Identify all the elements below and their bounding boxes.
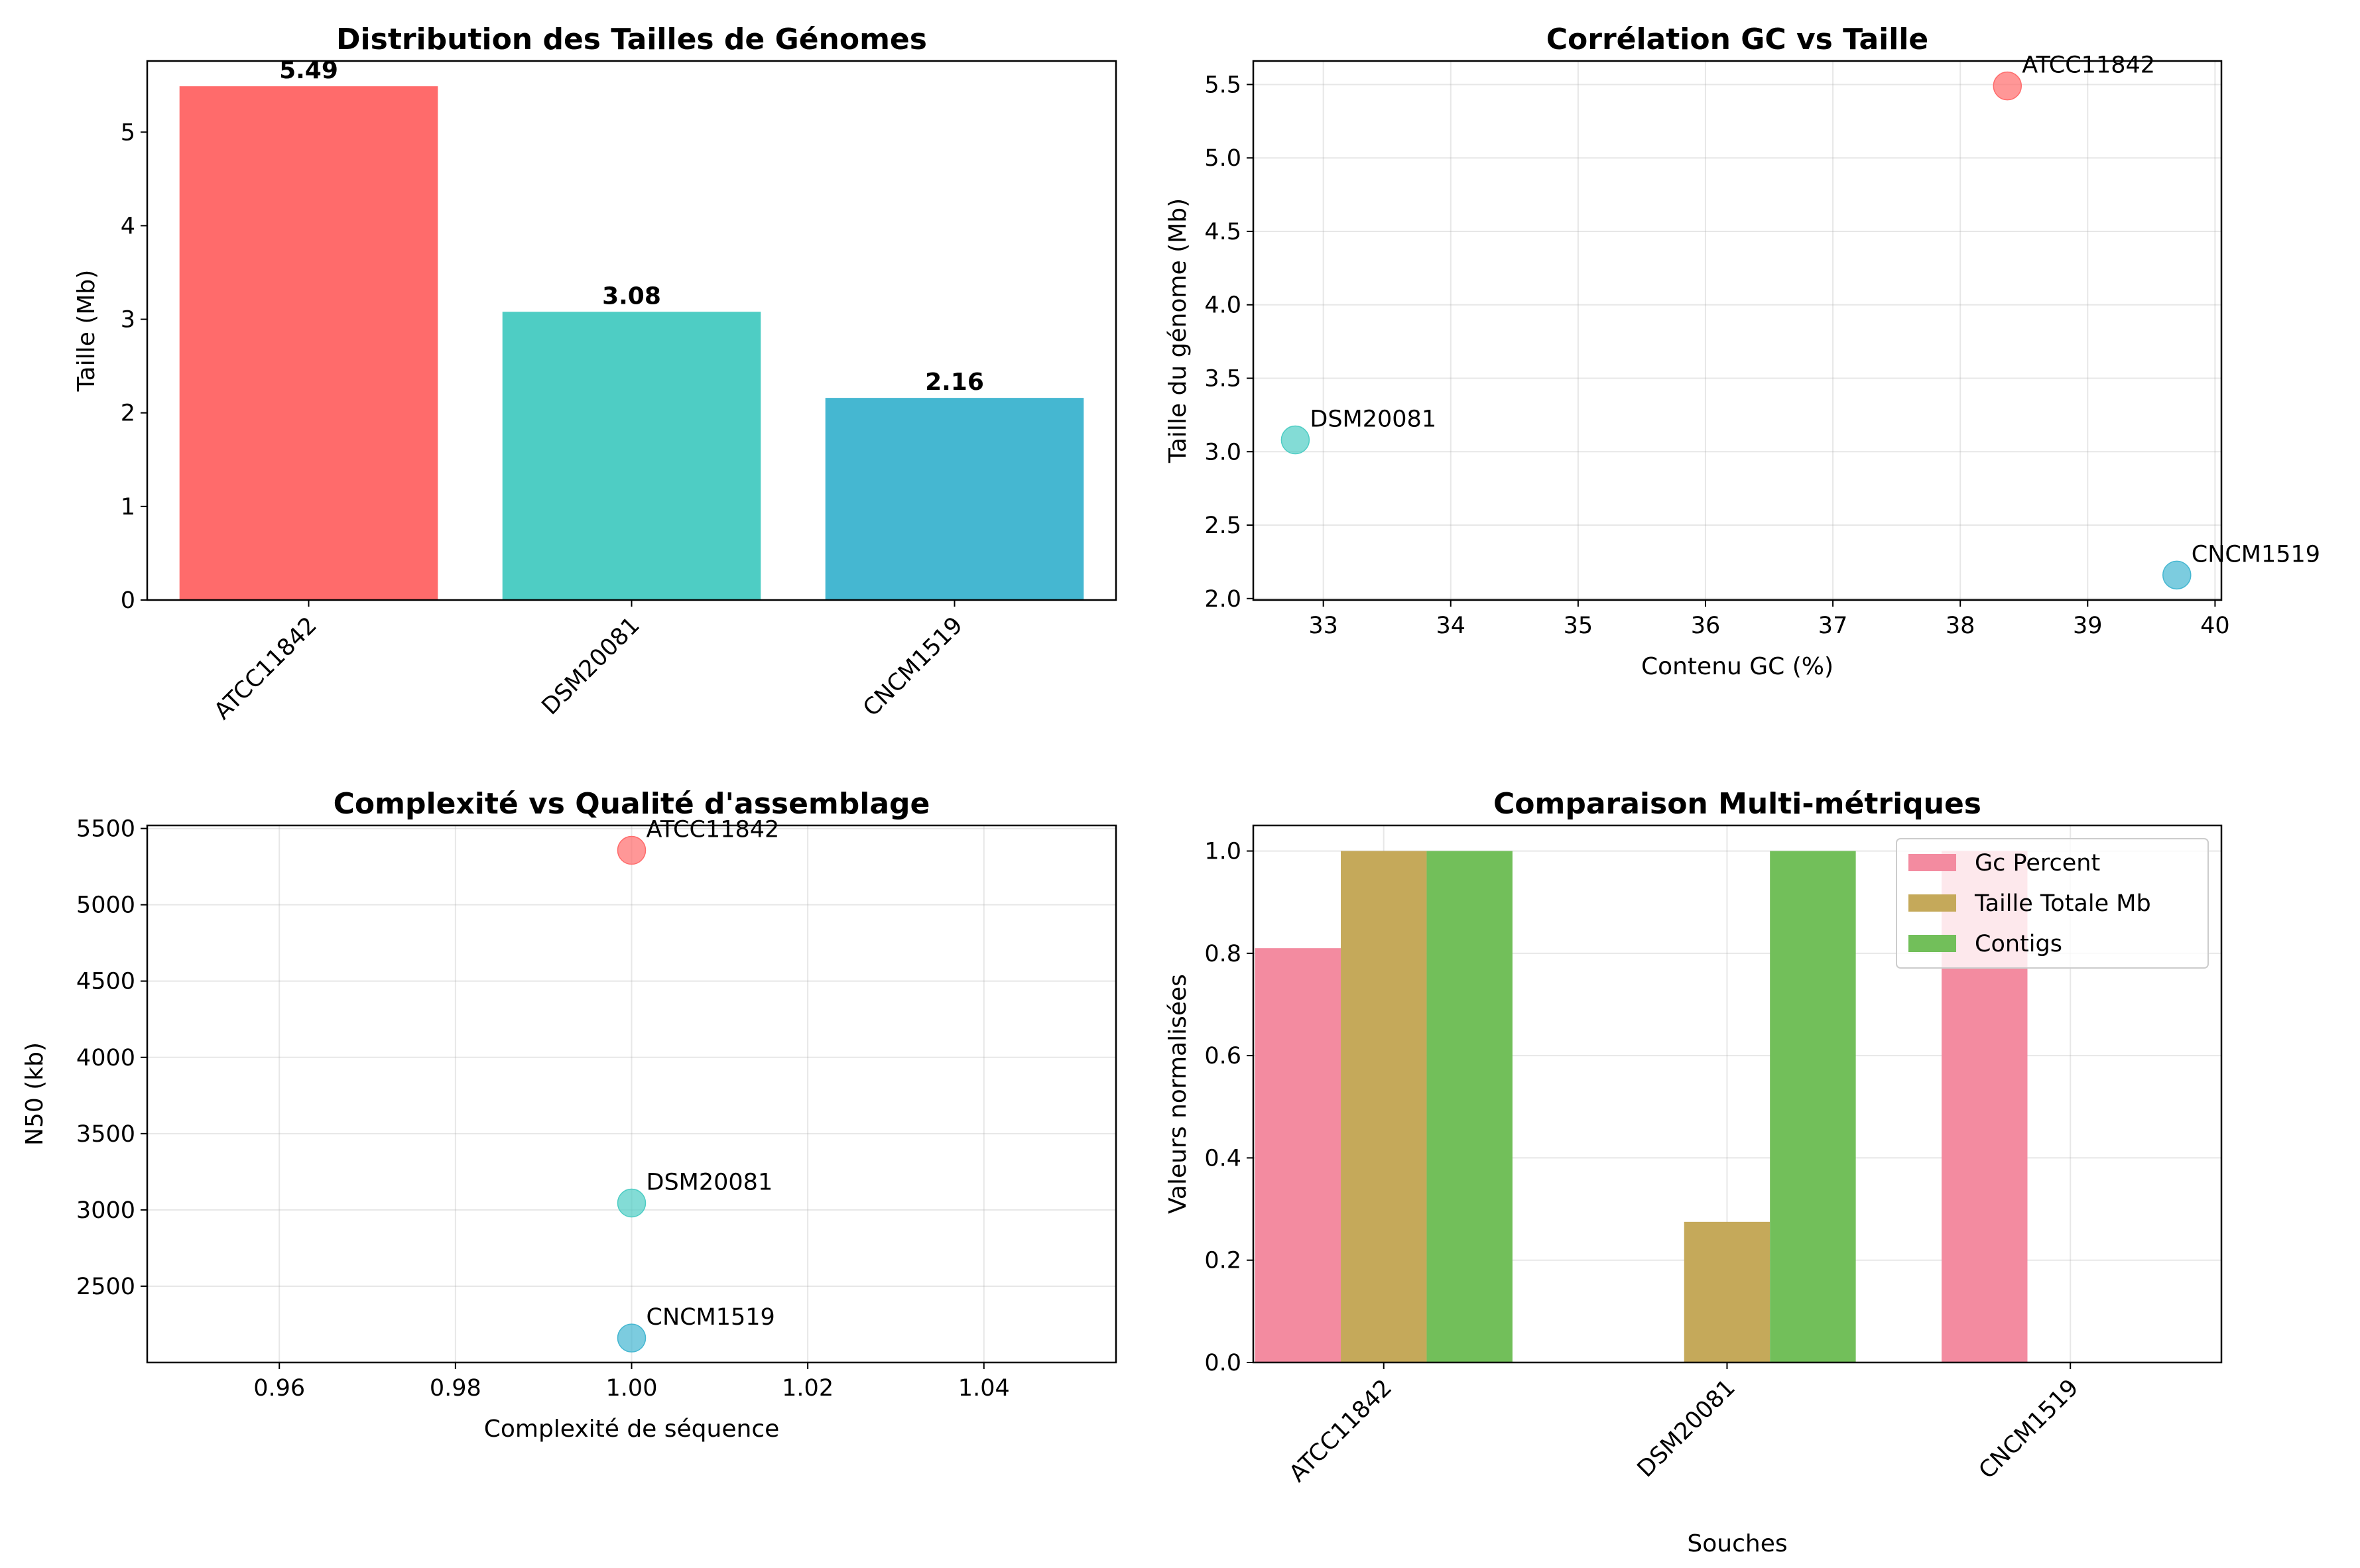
legend-swatch: [1908, 935, 1956, 952]
x-tick-label: 1.04: [958, 1375, 1010, 1402]
x-tick-label: 0.98: [430, 1375, 481, 1402]
y-tick-label: 4: [121, 213, 135, 239]
x-axis-label: Contenu GC (%): [1641, 653, 1833, 680]
x-tick-label: CNCM1519: [858, 612, 968, 722]
y-tick-label: 0.2: [1204, 1248, 1241, 1274]
y-tick-label: 3000: [76, 1197, 135, 1224]
scatter-point: [1993, 71, 2022, 101]
bar: [1684, 1221, 1770, 1362]
bar: [502, 312, 761, 600]
bar: [1770, 851, 1856, 1362]
x-tick-label: 1.02: [782, 1375, 834, 1402]
point-annotation: ATCC11842: [2022, 52, 2155, 79]
x-tick-label: 1.00: [606, 1375, 658, 1402]
x-tick-label: ATCC11842: [210, 612, 322, 725]
point-annotation: DSM20081: [647, 1170, 773, 1196]
y-tick-label: 2.0: [1204, 586, 1241, 613]
y-tick-label: 4500: [76, 969, 135, 995]
scatter-point: [617, 835, 647, 865]
x-tick-label: CNCM1519: [1974, 1374, 2084, 1484]
x-tick-label: 0.96: [253, 1375, 305, 1402]
y-axis-label: Valeurs normalisées: [1164, 974, 1192, 1214]
x-tick-label: 39: [2073, 613, 2103, 639]
y-tick-label: 3.5: [1204, 365, 1241, 392]
bar-value-label: 2.16: [925, 369, 984, 396]
x-tick-label: 35: [1564, 613, 1593, 639]
bar: [1255, 948, 1341, 1362]
chart-title: Corrélation GC vs Taille: [1546, 23, 1929, 56]
y-tick-label: 5.0: [1204, 145, 1241, 172]
scatter-point: [1280, 425, 1310, 455]
y-tick-label: 2500: [76, 1274, 135, 1300]
y-tick-label: 3: [121, 307, 135, 333]
y-tick-label: 0.4: [1204, 1145, 1241, 1172]
legend-label: Taille Totale Mb: [1974, 890, 2151, 917]
x-tick-label: DSM20081: [537, 612, 645, 720]
axes-frame: [146, 824, 1117, 1364]
chart-title: Distribution des Tailles de Génomes: [336, 23, 927, 56]
x-axis-label: Complexité de séquence: [484, 1416, 780, 1443]
y-tick-label: 4.0: [1204, 292, 1241, 319]
y-tick-label: 0: [121, 587, 135, 614]
y-axis-label: N50 (kb): [21, 1042, 48, 1146]
point-annotation: DSM20081: [1310, 406, 1436, 433]
point-annotation: ATCC11842: [647, 817, 780, 843]
x-tick-label: 40: [2200, 613, 2230, 639]
scatter-point: [617, 1188, 647, 1218]
y-tick-label: 5000: [76, 892, 135, 919]
chart-title: Complexité vs Qualité d'assemblage: [334, 787, 930, 821]
chart-complexity-vs-n50: 2500 3000 3500 4000 4500 5000 5500 0.96 0.98 1.00…: [21, 787, 1117, 1443]
bar: [825, 398, 1084, 600]
x-tick-label: DSM20081: [1633, 1374, 1741, 1482]
legend-swatch: [1908, 894, 1956, 912]
legend-swatch: [1908, 854, 1956, 871]
x-tick-label: 37: [1818, 613, 1848, 639]
scatter-point: [2162, 560, 2192, 590]
y-tick-label: 0.8: [1204, 941, 1241, 967]
y-tick-label: 1: [121, 494, 135, 520]
x-axis-label: Souches: [1687, 1530, 1787, 1557]
y-tick-label: 4.5: [1204, 219, 1241, 245]
x-tick-label: ATCC11842: [1284, 1374, 1397, 1487]
x-tick-label: 33: [1308, 613, 1338, 639]
y-tick-label: 3.0: [1204, 439, 1241, 465]
x-tick-label: 38: [1946, 613, 1975, 639]
bar-value-label: 3.08: [602, 282, 661, 310]
y-tick-label: 5.5: [1204, 72, 1241, 98]
legend-label: Gc Percent: [1975, 850, 2100, 876]
y-tick-label: 0.6: [1204, 1043, 1241, 1069]
scatter-point: [617, 1323, 647, 1353]
axes-frame: [1252, 824, 2223, 1364]
y-tick-label: 2.5: [1204, 513, 1241, 539]
point-annotation: CNCM1519: [2192, 541, 2320, 568]
bar: [1426, 851, 1513, 1362]
axes-frame: [1252, 60, 2223, 601]
legend: Gc Percent Taille Totale Mb Contigs: [1896, 838, 2209, 969]
y-tick-label: 2: [121, 400, 135, 427]
y-axis-label: Taille (Mb): [73, 270, 100, 392]
bar: [179, 86, 438, 600]
chart-gc-vs-size: 2.0 2.5 3.0 3.5 4.0 4.5 5.0 5.5 33 34 35 36 37 38 39 40…: [1164, 23, 2320, 680]
legend-box: [1896, 838, 2209, 969]
x-tick-label: 34: [1436, 613, 1465, 639]
y-tick-label: 4000: [76, 1045, 135, 1071]
chart-multi-metric-comparison: 0.0 0.2 0.4 0.6 0.8 1.0 ATCC11842 DSM20081 CNCM1…: [1164, 787, 2223, 1557]
bar: [1341, 851, 1427, 1362]
legend-label: Contigs: [1975, 931, 2062, 957]
y-tick-label: 5: [121, 119, 135, 146]
point-annotation: CNCM1519: [647, 1304, 775, 1331]
y-tick-label: 3500: [76, 1121, 135, 1148]
x-tick-label: 36: [1691, 613, 1721, 639]
y-tick-label: 5500: [76, 816, 135, 843]
y-tick-label: 0.0: [1204, 1350, 1241, 1376]
y-tick-label: 1.0: [1204, 839, 1241, 865]
chart-title: Comparaison Multi-métriques: [1493, 787, 1981, 821]
y-axis-label: Taille du génome (Mb): [1164, 198, 1192, 463]
